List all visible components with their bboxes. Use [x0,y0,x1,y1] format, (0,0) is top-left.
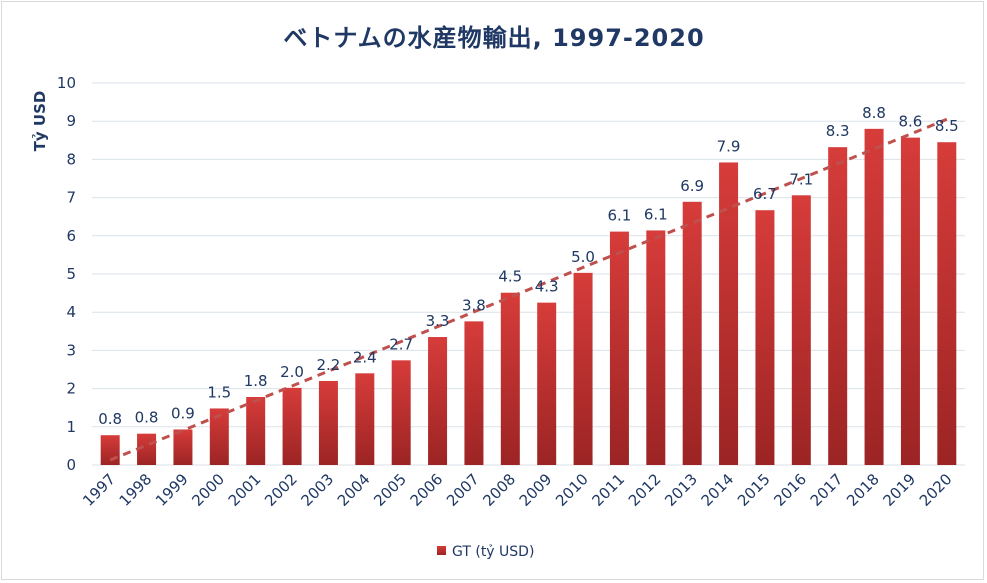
x-tick-label: 1998 [116,470,156,510]
x-tick-label: 2007 [443,470,483,510]
bar [100,435,120,465]
x-tick-label: 2010 [552,470,592,510]
bar [428,337,448,465]
data-label: 8.3 [826,122,850,140]
y-tick-label: 6 [66,227,76,245]
y-axis-label: Tỷ USD [31,91,49,152]
x-tick-label: 2005 [370,470,410,510]
x-tick-label: 2000 [188,470,228,510]
legend-swatch [437,546,446,555]
x-tick-label: 2017 [807,470,847,510]
data-label: 2.4 [353,348,377,366]
x-tick-label: 1999 [152,470,192,510]
bar [755,210,775,465]
x-tick-label: 2018 [843,470,883,510]
data-label: 2.2 [317,356,341,374]
x-tick-label: 2002 [261,470,301,510]
y-tick-label: 7 [66,189,76,207]
bar [137,433,157,465]
bar [173,429,193,465]
y-tick-label: 1 [66,418,76,436]
bar [318,380,338,465]
data-label: 4.3 [535,278,559,296]
y-tick-label: 3 [66,341,76,359]
legend-entry: GT (tỷ USD) [452,544,534,560]
bar [209,408,229,465]
chart-title: ベトナムの水産物輸出, 1997-2020 [283,24,704,52]
data-label: 3.3 [426,312,450,330]
data-label: 2.0 [280,363,304,381]
bar [391,360,411,465]
bar [464,321,484,465]
bar [682,201,702,465]
data-label: 6.7 [753,185,777,203]
trendline [109,117,948,462]
data-label: 1.8 [244,372,268,390]
x-tick-label: 2020 [916,470,956,510]
data-label: 5.0 [571,248,595,266]
x-tick-label: 2015 [734,470,774,510]
data-label: 0.8 [98,410,122,428]
bar [537,302,557,465]
data-label: 4.5 [498,268,522,286]
x-tick-label: 2012 [625,470,665,510]
y-tick-label: 5 [66,265,76,283]
bar [355,373,375,465]
bar [246,397,266,465]
data-label: 6.1 [608,207,632,225]
data-label: 3.8 [462,296,486,314]
data-label: 6.9 [680,177,704,195]
x-tick-label: 2006 [407,470,447,510]
bar [900,137,920,465]
bar [573,272,593,465]
x-tick-label: 2014 [698,470,738,510]
x-tick-label: 2004 [334,470,374,510]
y-tick-label: 10 [57,74,76,92]
bar [646,230,666,465]
data-label: 6.1 [644,205,668,223]
bar [828,147,848,465]
data-label: 7.9 [717,137,741,155]
x-tick-label: 2019 [880,470,920,510]
bar [282,387,302,465]
bar [500,292,520,465]
bar [864,128,884,465]
bar [609,231,629,465]
x-tick-label: 2001 [225,470,265,510]
bar [937,142,957,465]
x-tick-label: 2008 [479,470,519,510]
x-tick-label: 2016 [770,470,810,510]
y-tick-label: 8 [66,150,76,168]
x-tick-label: 2013 [661,470,701,510]
y-tick-label: 2 [66,380,76,398]
y-tick-label: 9 [66,112,76,130]
x-tick-label: 2003 [298,470,338,510]
x-tick-label: 1997 [79,470,119,510]
bar [719,162,739,465]
data-label: 2.7 [389,335,413,353]
y-tick-label: 4 [66,303,76,321]
data-label: 7.1 [789,170,813,188]
bar [791,195,811,466]
x-tick-label: 2011 [589,470,629,510]
data-label: 8.8 [862,104,886,122]
data-label: 8.5 [935,117,959,135]
data-label: 1.5 [207,383,231,401]
data-label: 8.6 [899,113,923,131]
data-label: 0.8 [135,409,159,427]
x-tick-label: 2009 [516,470,556,510]
data-label: 0.9 [171,404,195,422]
y-tick-label: 0 [66,456,76,474]
